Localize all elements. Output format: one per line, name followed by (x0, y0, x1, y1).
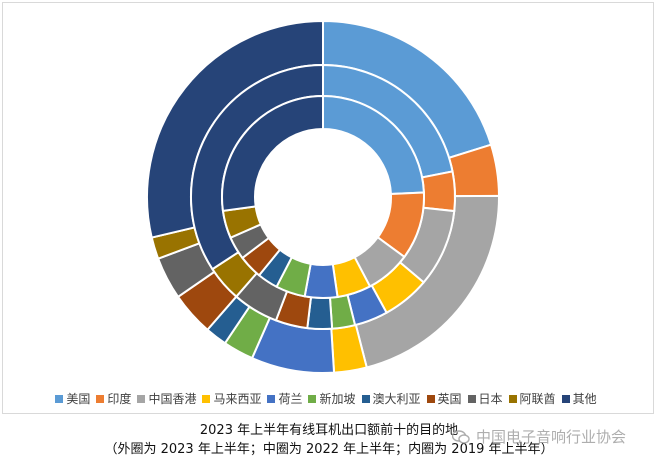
legend-swatch (308, 394, 317, 403)
slice-inner-10 (221, 94, 324, 213)
legend-swatch (55, 394, 64, 403)
watermark: 中国电子音响行业协会 (452, 426, 626, 447)
legend-item: 马来西亚 (202, 390, 261, 407)
legend-swatch (137, 394, 146, 403)
legend-item: 印度 (96, 390, 131, 407)
legend-label: 美国 (66, 392, 91, 406)
legend-swatch (426, 394, 435, 403)
legend-label: 阿联酋 (519, 392, 556, 406)
legend-swatch (467, 394, 476, 403)
legend-label: 澳大利亚 (372, 392, 421, 406)
legend-label: 中国香港 (148, 392, 197, 406)
legend-label: 印度 (107, 392, 132, 406)
slice-middle-1 (420, 170, 456, 213)
donut-chart (146, 19, 501, 374)
watermark-text: 中国电子音响行业协会 (476, 428, 627, 446)
legend-label: 马来西亚 (213, 392, 262, 406)
legend-label: 英国 (437, 392, 462, 406)
caption-title: 2023 年上半年有线耳机出口额前十的目的地 (199, 423, 459, 438)
legend-item: 中国香港 (137, 390, 196, 407)
legend-swatch (361, 394, 370, 403)
chart-legend: 美国 印度 中国香港 马来西亚 荷兰 新加坡 澳大利亚 英国 日本 阿联酋 其他 (3, 390, 655, 407)
legend-swatch (202, 394, 211, 403)
legend-swatch (96, 394, 105, 403)
caption-subtitle: （外圈为 2023 年上半年；中圈为 2022 年上半年；内圈为 2019 年上… (104, 442, 554, 457)
legend-label: 新加坡 (319, 392, 356, 406)
legend-label: 日本 (478, 392, 503, 406)
legend-swatch (561, 394, 570, 403)
legend-label: 荷兰 (278, 392, 303, 406)
legend-item: 美国 (55, 390, 90, 407)
legend-item: 阿联酋 (508, 390, 556, 407)
legend-swatch (508, 394, 517, 403)
chart-caption: 2023 年上半年有线耳机出口额前十的目的地 （外圈为 2023 年上半年；中圈… (0, 421, 658, 459)
chart-frame: 美国 印度 中国香港 马来西亚 荷兰 新加坡 澳大利亚 英国 日本 阿联酋 其他 (2, 2, 654, 414)
legend-item: 澳大利亚 (361, 390, 421, 407)
legend-item: 英国 (426, 390, 462, 407)
legend-item: 新加坡 (308, 390, 356, 407)
legend-label: 其他 (572, 392, 597, 406)
legend-item: 荷兰 (267, 390, 302, 407)
legend-item: 其他 (561, 390, 597, 407)
legend-swatch (267, 394, 276, 403)
wechat-icon (452, 429, 470, 444)
legend-item: 日本 (467, 390, 503, 407)
